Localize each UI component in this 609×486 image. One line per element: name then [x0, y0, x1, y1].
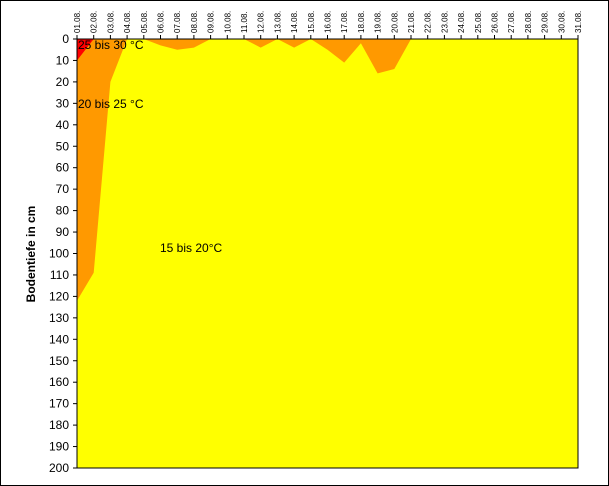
x-tick-label: 12.08.	[257, 11, 266, 33]
x-tick-label: 19.08.	[374, 11, 383, 33]
x-tick-label: 23.08.	[440, 11, 449, 33]
x-tick-label: 10.08.	[223, 11, 232, 33]
x-tick-label: 22.08.	[424, 11, 433, 33]
y-tick-label: 60	[56, 161, 70, 175]
y-tick-label: 110	[50, 268, 69, 282]
x-tick-label: 16.08.	[324, 11, 333, 33]
y-tick-label: 160	[49, 375, 69, 389]
x-tick-label: 30.08.	[557, 11, 566, 33]
y-tick-label: 70	[56, 182, 70, 196]
x-tick-label: 08.08.	[190, 11, 199, 33]
x-tick-label: 02.08.	[90, 11, 99, 33]
x-tick-label: 04.08.	[123, 11, 132, 33]
x-tick-label: 27.08.	[507, 11, 516, 33]
x-tick-label: 29.08.	[541, 11, 550, 33]
x-tick-label: 21.08.	[407, 11, 416, 33]
x-tick-label: 07.08.	[173, 11, 182, 33]
area	[77, 39, 578, 468]
x-tick-label: 11.08.	[240, 11, 249, 33]
y-tick-label: 170	[49, 397, 69, 411]
x-tick-label: 18.08.	[357, 11, 366, 33]
y-tick-label: 180	[49, 418, 69, 432]
x-tick-label: 09.08.	[207, 11, 216, 33]
x-tick-label: 28.08.	[524, 11, 533, 33]
y-axis-label: Bodentiefe in cm	[24, 206, 38, 303]
series-label: 15 bis 20°C	[160, 241, 223, 255]
y-tick-label: 20	[56, 75, 70, 89]
y-tick-label: 130	[49, 311, 69, 325]
x-tick-label: 05.08.	[140, 11, 149, 33]
x-tick-label: 17.08.	[340, 11, 349, 33]
x-tick-label: 06.08.	[157, 11, 166, 33]
y-tick-label: 140	[49, 332, 69, 346]
y-tick-label: 150	[49, 354, 69, 368]
y-tick-label: 50	[56, 139, 70, 153]
x-tick-label: 26.08.	[491, 11, 500, 33]
x-tick-label: 20.08.	[390, 11, 399, 33]
y-tick-label: 120	[49, 289, 69, 303]
series-label: 25 bis 30 °C	[78, 38, 144, 52]
y-tick-label: 190	[49, 440, 69, 454]
x-tick-label: 01.08.	[73, 11, 82, 33]
y-tick-label: 100	[49, 247, 69, 261]
x-tick-label: 24.08.	[457, 11, 466, 33]
y-tick-label: 0	[62, 32, 69, 46]
y-tick-label: 90	[56, 225, 70, 239]
x-tick-label: 13.08.	[273, 11, 282, 33]
x-tick-label: 15.08.	[307, 11, 316, 33]
x-tick-label: 25.08.	[474, 11, 483, 33]
y-tick-label: 200	[49, 461, 69, 475]
x-tick-label: 03.08.	[106, 11, 115, 33]
y-tick-label: 10	[56, 53, 70, 67]
y-tick-label: 40	[56, 118, 70, 132]
y-tick-label: 80	[56, 204, 70, 218]
series-label: 20 bis 25 °C	[78, 97, 144, 111]
x-tick-label: 31.08.	[574, 11, 583, 33]
y-tick-label: 30	[56, 96, 70, 110]
x-tick-label: 14.08.	[290, 11, 299, 33]
